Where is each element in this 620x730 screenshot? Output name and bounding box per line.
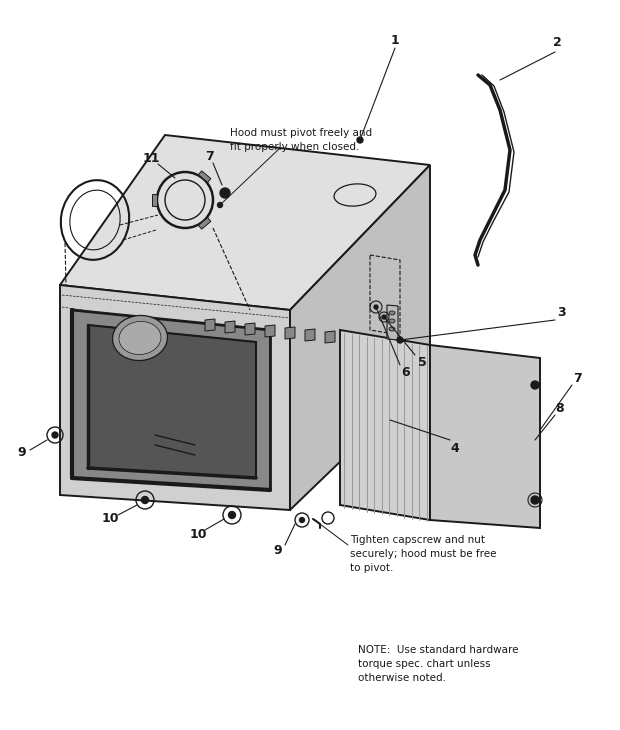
Circle shape xyxy=(531,496,539,504)
Circle shape xyxy=(220,188,230,198)
Text: 1: 1 xyxy=(391,34,399,47)
Circle shape xyxy=(374,305,378,309)
Polygon shape xyxy=(325,331,335,343)
Text: 2: 2 xyxy=(552,36,561,50)
Ellipse shape xyxy=(389,319,395,323)
Polygon shape xyxy=(88,325,256,478)
Polygon shape xyxy=(60,135,430,310)
Polygon shape xyxy=(265,325,275,337)
Text: Tighten capscrew and nut
securely; hood must be free
to pivot.: Tighten capscrew and nut securely; hood … xyxy=(350,535,497,573)
Text: 10: 10 xyxy=(101,512,119,524)
Text: 5: 5 xyxy=(418,356,427,369)
Text: eReplacementParts.com: eReplacementParts.com xyxy=(225,383,395,397)
Ellipse shape xyxy=(389,311,395,315)
Circle shape xyxy=(229,512,236,518)
Circle shape xyxy=(141,496,149,504)
Text: 7: 7 xyxy=(206,150,215,163)
Text: 4: 4 xyxy=(451,442,459,455)
Circle shape xyxy=(397,337,403,343)
Text: 10: 10 xyxy=(189,528,206,540)
Ellipse shape xyxy=(113,315,167,361)
Text: 3: 3 xyxy=(557,305,566,318)
Text: 11: 11 xyxy=(142,152,160,164)
Polygon shape xyxy=(152,194,157,206)
Polygon shape xyxy=(60,285,290,510)
Circle shape xyxy=(382,315,386,319)
Text: 9: 9 xyxy=(273,544,282,556)
Polygon shape xyxy=(198,218,211,229)
Ellipse shape xyxy=(119,321,161,355)
Polygon shape xyxy=(430,345,540,528)
Text: 9: 9 xyxy=(18,447,26,459)
Polygon shape xyxy=(198,171,211,182)
Circle shape xyxy=(218,202,223,207)
Text: 6: 6 xyxy=(402,366,410,380)
Ellipse shape xyxy=(389,327,395,331)
Text: Hood must pivot freely and
fit properly when closed.: Hood must pivot freely and fit properly … xyxy=(230,128,372,152)
Polygon shape xyxy=(305,329,315,341)
Polygon shape xyxy=(205,319,215,331)
Polygon shape xyxy=(387,305,398,340)
Polygon shape xyxy=(340,330,430,520)
Text: NOTE:  Use standard hardware
torque spec. chart unless
otherwise noted.: NOTE: Use standard hardware torque spec.… xyxy=(358,645,518,683)
Polygon shape xyxy=(285,327,295,339)
Circle shape xyxy=(357,137,363,143)
Polygon shape xyxy=(72,310,270,490)
Polygon shape xyxy=(225,321,235,333)
Polygon shape xyxy=(100,335,240,460)
Text: 8: 8 xyxy=(556,402,564,415)
Circle shape xyxy=(52,432,58,438)
Polygon shape xyxy=(290,165,430,510)
Circle shape xyxy=(531,381,539,389)
Text: 7: 7 xyxy=(574,372,582,385)
Polygon shape xyxy=(245,323,255,335)
Circle shape xyxy=(299,518,304,523)
